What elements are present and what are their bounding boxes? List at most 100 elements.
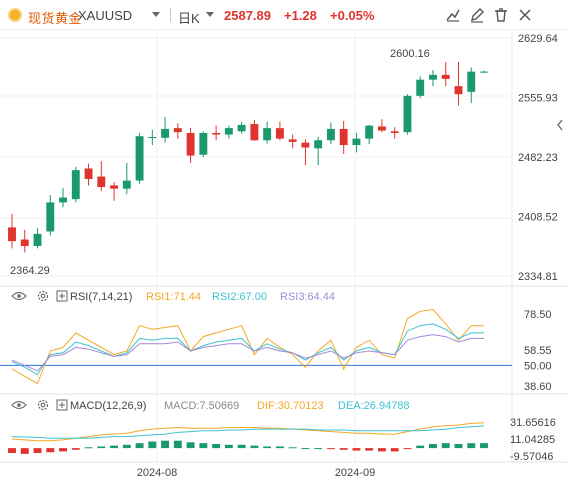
date-axis: 2024-08 2024-09 xyxy=(137,467,375,479)
line-tool-icon[interactable] xyxy=(444,6,462,24)
symbol-name[interactable]: 现货黄金 xyxy=(28,11,83,26)
macd-bar xyxy=(403,448,412,450)
candle-body xyxy=(454,86,463,95)
macd-bar xyxy=(33,448,42,454)
macd-bar xyxy=(480,443,488,449)
candle-body xyxy=(110,185,119,189)
symbol-dropdown-icon[interactable] xyxy=(152,12,160,17)
macd-bar xyxy=(390,448,399,452)
pen-tool-icon[interactable] xyxy=(468,6,486,24)
macd-bar xyxy=(110,445,119,449)
settings-gear-icon[interactable] xyxy=(37,399,49,411)
macd-bar xyxy=(186,442,195,449)
macd-bar xyxy=(429,443,437,449)
price-tick-label: 2482.23 xyxy=(518,152,558,164)
candle-body xyxy=(263,128,272,141)
candle-body xyxy=(480,71,488,73)
date-tick-label: 2024-08 xyxy=(137,467,177,479)
period-selector[interactable]: 日K xyxy=(178,11,200,26)
symbol-code[interactable]: XAUUSD xyxy=(78,8,133,23)
price-change-percent: +0.05% xyxy=(330,8,375,23)
macd-bar xyxy=(339,448,348,450)
macd-axis: 31.65616 11.04285 -9.57046 xyxy=(510,417,556,463)
high-price-label: 2600.16 xyxy=(390,48,430,60)
macd-bar xyxy=(97,446,106,449)
dea-value: DEA:26.94788 xyxy=(338,400,410,412)
macd-tick-label: -9.57046 xyxy=(510,451,553,463)
candle-body xyxy=(352,138,361,146)
macd-bar xyxy=(250,445,259,449)
macd-bar xyxy=(224,444,233,449)
macd-bar xyxy=(135,443,144,449)
macd-bar xyxy=(263,446,272,449)
macd-bar xyxy=(199,443,208,449)
candle-body xyxy=(199,132,208,155)
macd-bar xyxy=(365,448,374,451)
candle-body xyxy=(212,132,221,135)
low-price-label: 2364.29 xyxy=(10,265,50,277)
candle-body xyxy=(8,227,16,242)
candle-body xyxy=(59,197,67,203)
rsi-tick-label: 50.00 xyxy=(524,360,552,372)
delete-icon[interactable] xyxy=(492,6,510,24)
macd-tick-label: 31.65616 xyxy=(510,417,556,429)
macd-bar xyxy=(8,448,16,454)
macd-tick-label: 11.04285 xyxy=(510,434,555,446)
macd-bar xyxy=(288,447,297,449)
candle-body xyxy=(467,71,476,92)
candle-body xyxy=(33,233,42,246)
macd-histogram xyxy=(8,440,488,454)
price-tick-label: 2334.81 xyxy=(518,271,558,283)
fullscreen-icon[interactable] xyxy=(516,6,534,24)
rsi-axis: 78.50 58.55 50.00 38.60 xyxy=(524,309,552,393)
macd-bar xyxy=(148,441,157,449)
date-tick-label: 2024-09 xyxy=(335,467,375,479)
eye-icon[interactable] xyxy=(11,291,27,301)
macd-bar xyxy=(46,448,55,453)
rsi-tick-label: 38.60 xyxy=(524,381,552,393)
dea-line xyxy=(11,425,485,439)
price-candles xyxy=(8,61,488,253)
candle-body xyxy=(20,239,29,246)
candle-body xyxy=(237,124,246,132)
price-tick-label: 2408.52 xyxy=(518,211,558,223)
macd-bar xyxy=(84,447,93,449)
rsi-toggle-icon[interactable] xyxy=(56,290,68,302)
candle-body xyxy=(365,125,374,139)
rsi-lines xyxy=(0,308,512,385)
candle-body xyxy=(377,126,386,131)
macd-toggle-icon[interactable] xyxy=(56,399,68,411)
rsi2-value: RSI2:67.00 xyxy=(212,291,267,303)
candle-body xyxy=(224,128,233,135)
dif-line xyxy=(11,422,485,442)
eye-icon[interactable] xyxy=(11,400,27,410)
candle-body xyxy=(97,176,106,188)
rsi-params: RSI(7,14,21) xyxy=(70,291,132,303)
macd-bar xyxy=(301,448,310,450)
macd-bar xyxy=(212,443,221,449)
candle-body xyxy=(390,131,399,133)
gold-coin-icon xyxy=(8,8,22,22)
rsi1-line xyxy=(11,308,484,385)
candle-body xyxy=(403,95,412,133)
macd-bar xyxy=(467,443,476,449)
period-dropdown-icon[interactable] xyxy=(206,12,214,17)
candle-body xyxy=(275,128,284,139)
macd-bar xyxy=(59,448,67,452)
candle-body xyxy=(46,202,55,232)
candle-body xyxy=(288,139,297,142)
candle-body xyxy=(71,170,80,200)
price-tick-label: 2555.93 xyxy=(518,93,558,105)
settings-gear-icon[interactable] xyxy=(37,290,49,302)
candle-body xyxy=(429,74,437,80)
candle-body xyxy=(173,128,182,133)
macd-params: MACD(12,26,9) xyxy=(70,400,146,412)
rsi1-value: RSI1:71.44 xyxy=(146,291,201,303)
candle-body xyxy=(339,128,348,146)
chart-header: 现货黄金 XAUUSD 日K 2587.89 +1.28 +0.05% xyxy=(0,0,568,30)
macd-bar xyxy=(20,448,29,454)
candle-body xyxy=(161,128,170,138)
candle-body xyxy=(186,132,195,156)
collapse-arrow-icon[interactable] xyxy=(557,119,563,131)
